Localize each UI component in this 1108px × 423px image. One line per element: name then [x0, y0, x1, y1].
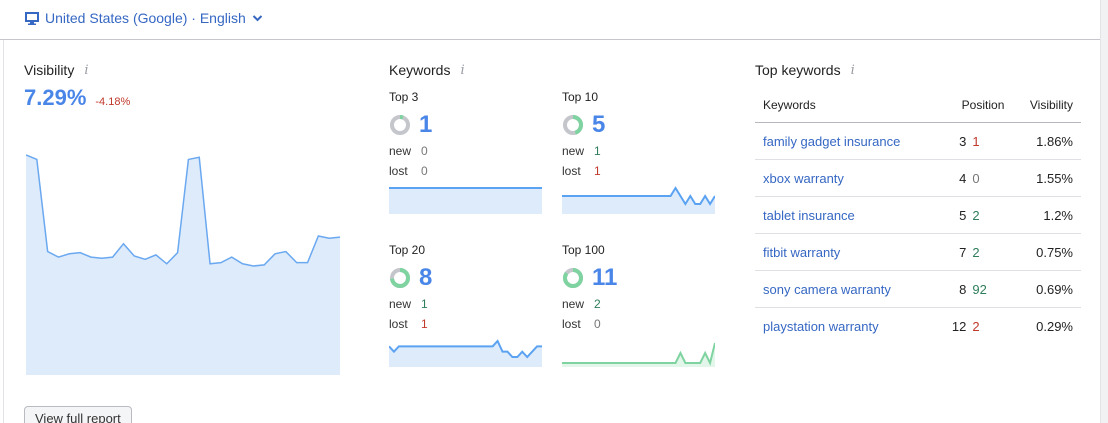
scrollbar[interactable] [1100, 0, 1108, 423]
sparkline [389, 339, 542, 367]
position-change: 2 [972, 207, 980, 223]
sparkline [389, 187, 542, 214]
keyword-link[interactable]: xbox warranty [763, 170, 844, 186]
position-value: 8 [959, 281, 967, 297]
info-icon[interactable]: i [460, 62, 465, 78]
position-value: 7 [959, 244, 967, 260]
database-selector[interactable]: United States (Google) · English [25, 10, 263, 26]
visibility-value: 0.29% [1036, 318, 1073, 334]
visibility-value: 0.75% [1012, 233, 1081, 271]
kw-count[interactable]: 8 [419, 264, 433, 291]
keyword-link[interactable]: sony camera warranty [763, 281, 891, 297]
new-value[interactable]: 1 [421, 297, 428, 311]
kw-block-label: Top 3 [389, 90, 419, 104]
lost-label: lost [389, 164, 408, 178]
donut-icon [390, 268, 410, 288]
new-value[interactable]: 2 [594, 297, 601, 311]
kw-block-label: Top 20 [389, 243, 426, 257]
database-label: United States (Google) · English [45, 10, 246, 26]
lost-label: lost [562, 317, 581, 331]
view-full-report-button[interactable]: View full report [24, 406, 132, 423]
position-change: 2 [972, 318, 980, 334]
table-row: playstation warranty 12 2 0.29% [755, 308, 1081, 345]
table-row: tablet insurance 5 2 1.2% [755, 196, 1081, 234]
new-value[interactable]: 0 [421, 144, 428, 158]
lost-value[interactable]: 0 [594, 317, 601, 331]
kw-count[interactable]: 5 [592, 111, 606, 138]
keyword-link[interactable]: family gadget insurance [763, 133, 901, 149]
sparkline [562, 186, 715, 214]
visibility-change: -4.18% [95, 96, 131, 108]
table-row: family gadget insurance 3 1 1.86% [755, 122, 1081, 160]
keyword-link[interactable]: fitbit warranty [763, 244, 841, 260]
keywords-top20: Top 20 8 new 1 lost 1 [389, 243, 544, 367]
table-row: fitbit warranty 7 2 0.75% [755, 233, 1081, 271]
visibility-value: 7.29% [24, 85, 87, 110]
sparkline [562, 342, 715, 367]
new-value[interactable]: 1 [594, 144, 601, 158]
lost-value[interactable]: 0 [421, 164, 428, 178]
visibility-value: 0.69% [1012, 270, 1081, 308]
keywords-top10: Top 10 5 new 1 lost 1 [562, 90, 717, 214]
position-value: 12 [951, 318, 967, 334]
keywords-widget: Keywords i Top 3 1 new 0 lost 0 Top 10 5 n… [389, 62, 729, 367]
column-header-position: Position [932, 94, 1013, 123]
lost-label: lost [562, 164, 581, 178]
visibility-value: 1.2% [1012, 196, 1081, 234]
lost-label: lost [389, 317, 408, 331]
keywords-top3: Top 3 1 new 0 lost 0 [389, 90, 544, 214]
position-change: 2 [972, 244, 980, 260]
keyword-link[interactable]: tablet insurance [763, 207, 855, 223]
position-value: 3 [959, 133, 967, 149]
new-label: new [562, 144, 585, 158]
lost-value[interactable]: 1 [594, 164, 601, 178]
donut-icon [563, 268, 583, 288]
visibility-value: 1.55% [1012, 159, 1081, 197]
kw-block-label: Top 100 [562, 243, 605, 257]
position-value: 4 [959, 170, 967, 186]
top-keywords-table: Keywords Position Visibility family gadg… [755, 94, 1081, 345]
kw-block-label: Top 10 [562, 90, 599, 104]
donut-icon [563, 115, 583, 135]
keywords-title: Keywords [389, 62, 451, 78]
visibility-title: Visibility [24, 62, 75, 78]
visibility-value: 1.86% [1012, 122, 1081, 160]
desktop-icon [25, 11, 39, 25]
position-change: 1 [972, 133, 980, 149]
info-icon[interactable]: i [84, 62, 89, 78]
visibility-widget: Visibility i 7.29% -4.18% [24, 62, 344, 111]
top-keywords-title: Top keywords [755, 62, 841, 78]
table-row: xbox warranty 4 0 1.55% [755, 159, 1081, 197]
top-keywords-widget: Top keywords i Keywords Position Visibil… [755, 62, 1081, 345]
kw-count[interactable]: 11 [592, 264, 618, 291]
donut-icon [390, 115, 410, 135]
new-label: new [389, 144, 412, 158]
new-label: new [389, 297, 412, 311]
top-bar: United States (Google) · English [0, 0, 1100, 40]
kw-count[interactable]: 1 [419, 111, 433, 138]
keyword-link[interactable]: playstation warranty [763, 318, 879, 334]
keywords-top100: Top 100 11 new 2 lost 0 [562, 243, 717, 367]
chevron-down-icon [252, 14, 263, 22]
lost-value[interactable]: 1 [421, 317, 428, 331]
visibility-chart [26, 154, 341, 375]
overview-panel [3, 40, 1101, 423]
table-row: sony camera warranty 8 92 0.69% [755, 270, 1081, 308]
position-change: 0 [972, 170, 980, 186]
info-icon[interactable]: i [850, 62, 855, 78]
column-header-keywords: Keywords [755, 94, 933, 123]
column-header-visibility: Visibility [1012, 94, 1081, 123]
position-value: 5 [959, 207, 967, 223]
position-change: 92 [972, 281, 987, 297]
new-label: new [562, 297, 585, 311]
